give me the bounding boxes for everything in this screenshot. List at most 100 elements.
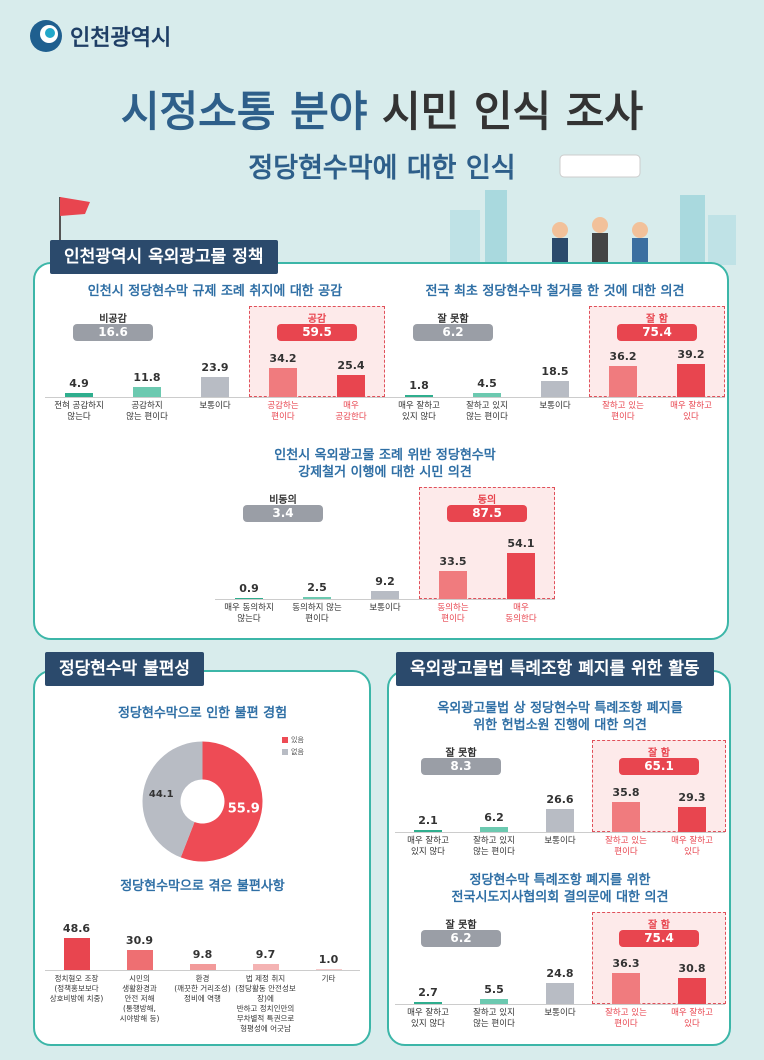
baseline [385,397,725,398]
category-label: 매우 잘하고 있지 않다 [398,401,440,422]
category-label: 동의하는 편이다 [437,603,469,624]
category-label: 환경 (깨끗한 거리조성) 정비에 역행 [174,974,231,1003]
bar [315,969,342,970]
value-label: 2.7 [418,985,438,999]
value-label: 18.5 [541,365,569,379]
group-value: 75.4 [619,930,699,947]
bar [541,381,569,397]
value-label: 1.8 [409,379,429,393]
title-part: 시정소통 분야 [120,87,368,136]
chart-title: 인천시 옥외광고물 조례 위반 정당현수막 강제철거 이행에 대한 시민 의견 [274,448,496,480]
category-label: 기타 [321,974,336,983]
value-label: 35.8 [612,785,640,799]
baseline [45,970,360,971]
bar [414,830,442,832]
category-label: 잘하고 있는 편이다 [605,836,647,857]
main-title: 시정소통 분야 시민 인식 조사 [0,78,764,139]
chart-title: 인천시 정당현수막 규제 조례 취지에 대한 공감 [87,284,343,299]
chart-title: 정당현수막으로 인한 불편 경험 [117,706,288,721]
bar [189,963,216,970]
section-header: 옥외광고물법 특례조항 폐지를 위한 활동 [396,652,714,686]
category-label: 공감하지 않는 편이다 [126,401,168,422]
bar [480,999,508,1004]
legend-swatch [282,749,288,755]
value-label: 30.8 [678,961,706,975]
title-part: 시민 인식 조사 [382,87,644,136]
value-label: 9.8 [192,947,213,961]
section-header: 인천광역시 옥외광고물 정책 [50,240,278,274]
value-label: 9.7 [255,947,276,961]
bar [678,977,706,1004]
category-label: 전혀 공감하지 않는다 [54,401,104,422]
bar [133,386,161,397]
category-label: 매우 잘하고 있지 않다 [407,836,449,857]
group-value: 65.1 [619,758,699,775]
category-label: 매우 잘하고 있지 않다 [407,1008,449,1029]
group-label: 잘 못함 [445,748,477,759]
chart-title: 옥외광고물법 상 정당현수막 특례조항 폐지를 위한 헌법소원 진행에 대한 의… [437,701,683,733]
category-label: 법 제정 취지 (정당활동 안전성보장)에 반하고 정치인만의 무차별적 특권으… [235,974,296,1033]
group-value: 87.5 [447,505,527,522]
category-label: 정치혐오 조장 (정책홍보보다 상호비방에 치중) [49,974,104,1003]
bar [63,938,90,970]
bar [677,363,705,397]
chart-title: 정당현수막 특례조항 폐지를 위한 전국시도지사협의회 결의문에 대한 의견 [451,873,669,905]
group-label: 잘 못함 [437,314,469,325]
bar [303,596,331,599]
category-label: 잘하고 있는 편이다 [605,1008,647,1029]
pie-chart: 55.9 있음 44.1 없음 [142,736,304,862]
value-label: 26.6 [546,793,574,807]
value-label: 36.2 [609,350,637,364]
pie-slice [180,741,263,862]
baseline [45,397,385,398]
value-label: 39.2 [677,347,705,361]
value-label: 24.8 [546,966,574,980]
group-value: 16.6 [73,324,153,341]
group-label: 잘 못함 [445,920,477,931]
value-label: 0.9 [239,582,259,596]
group-value: 6.2 [421,930,501,947]
category-label: 잘하고 있지 않는 편이다 [473,1008,515,1029]
category-label: 보통이다 [539,401,571,411]
group-label: 잘 함 [648,920,670,931]
category-label: 동의하지 않는 편이다 [292,603,342,624]
group-label: 비공감 [99,314,127,325]
chart-title: 전국 최초 정당현수막 철거를 한 것에 대한 의견 [425,284,685,299]
pie-slice [142,741,203,858]
category-label: 보통이다 [544,1008,576,1018]
chart-title: 정당현수막으로 겪은 불편사항 [120,879,285,894]
bar [337,375,365,397]
bar [65,392,93,397]
category-label: 보통이다 [369,603,401,613]
value-label: 48.6 [62,922,91,936]
category-label: 공감하는 편이다 [267,401,299,422]
value-label: 2.5 [307,580,327,594]
bar [507,553,535,599]
category-label: 매우 잘하고 있다 [670,401,712,422]
value-label: 4.9 [69,376,89,390]
value-label: 1.0 [318,953,339,967]
category-label: 보통이다 [199,401,231,411]
bar [371,591,399,599]
bar [609,366,637,397]
group-value: 8.3 [421,758,501,775]
bar [235,598,263,599]
value-label: 34.2 [269,351,297,365]
subtitle: 정당현수막에 대한 인식 [248,153,516,184]
value-label: 9.2 [375,575,395,589]
value-label: 6.2 [484,810,504,824]
bar [546,809,574,832]
value-label: 55.9 [228,802,260,817]
group-value: 75.4 [617,324,697,341]
value-label: 33.5 [439,554,467,568]
value-label: 5.5 [484,983,504,997]
group-label: 잘 함 [646,314,668,325]
category-label: 잘하고 있지 않는 편이다 [466,401,508,422]
value-label: 36.3 [612,957,640,971]
legend-swatch [282,737,288,743]
category-label: 매우 잘하고 있다 [671,836,713,857]
legend-label: 없음 [291,748,304,756]
group-value: 6.2 [413,324,493,341]
bar [201,376,229,397]
